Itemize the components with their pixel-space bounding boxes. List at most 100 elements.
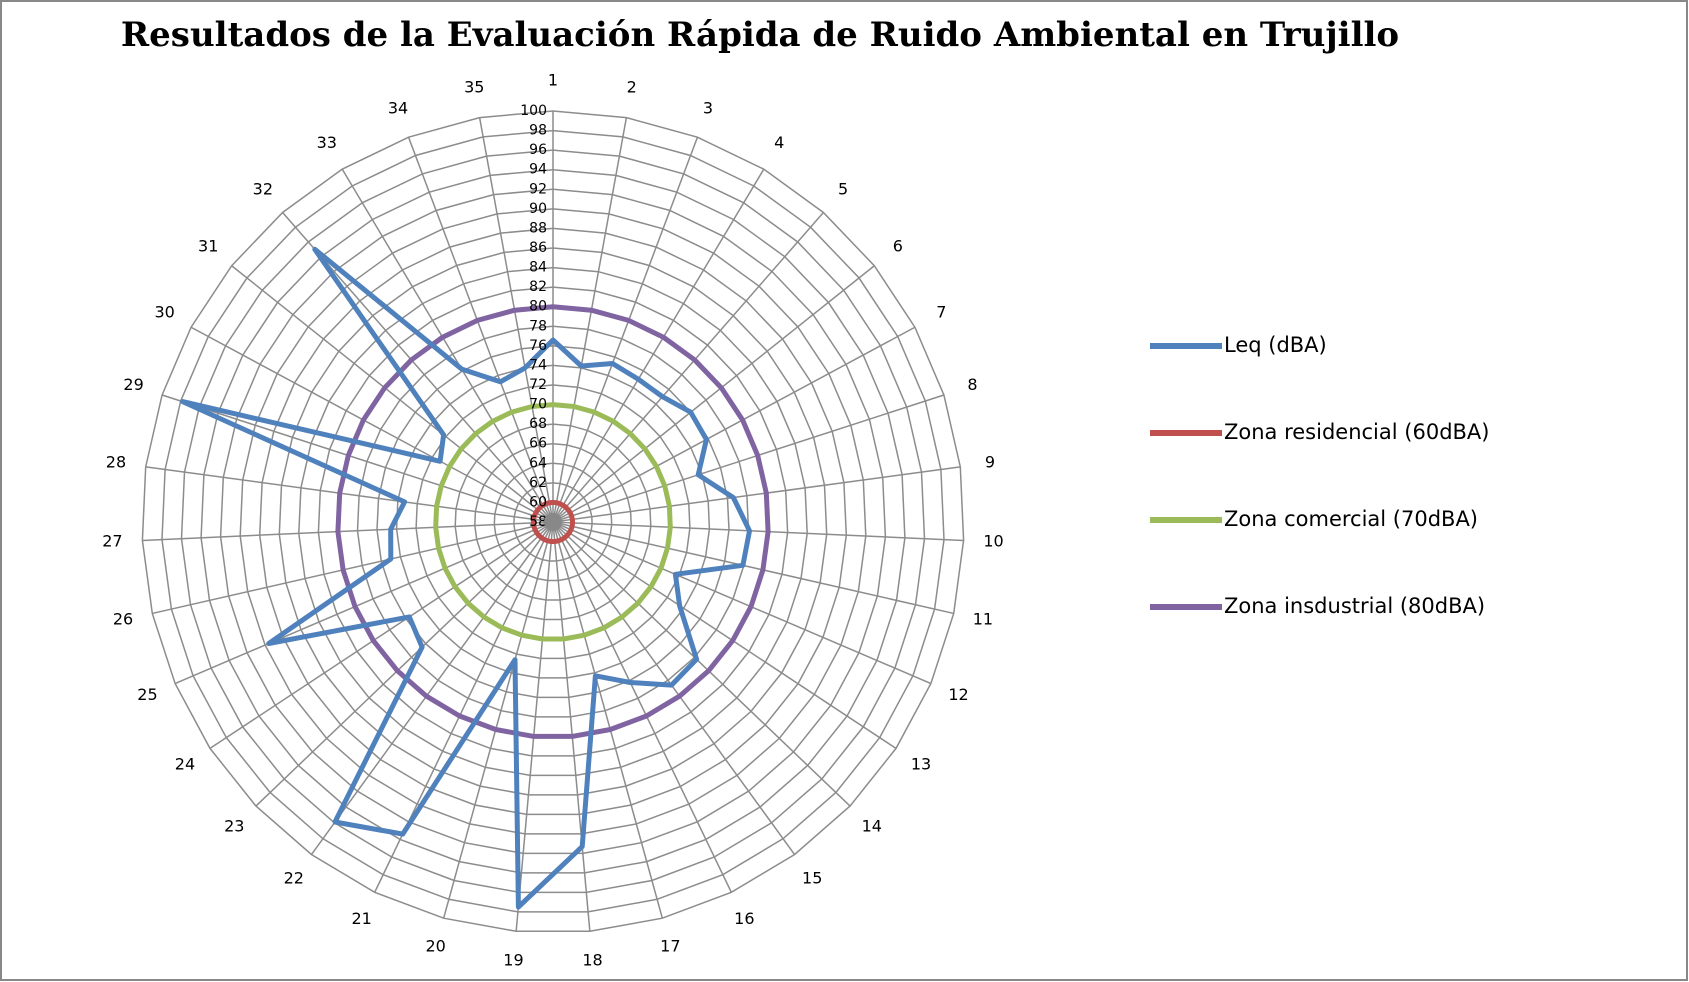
spoke bbox=[552, 168, 765, 523]
tick-label: 90 bbox=[529, 201, 547, 217]
spoke bbox=[552, 136, 699, 523]
tick-label: 100 bbox=[520, 103, 547, 119]
spoke bbox=[255, 521, 554, 807]
category-label: 13 bbox=[911, 754, 931, 773]
grid-ring bbox=[278, 247, 828, 796]
category-label: 16 bbox=[734, 909, 754, 928]
spoke bbox=[552, 521, 733, 893]
spoke bbox=[552, 117, 628, 523]
category-label: 31 bbox=[198, 237, 218, 256]
spoke bbox=[478, 117, 554, 523]
tick-label: 62 bbox=[529, 475, 547, 491]
grid-ring bbox=[454, 423, 652, 621]
category-label: 14 bbox=[862, 816, 882, 835]
category-label: 29 bbox=[123, 375, 143, 394]
category-label: 34 bbox=[388, 99, 408, 118]
spoke bbox=[142, 521, 554, 542]
grid-ring bbox=[474, 442, 632, 601]
category-label: 17 bbox=[660, 937, 680, 956]
series-line bbox=[433, 402, 673, 642]
tick-label: 58 bbox=[529, 514, 547, 530]
tick-label: 86 bbox=[529, 240, 547, 256]
spoke bbox=[552, 521, 954, 615]
grid-ring bbox=[258, 227, 848, 816]
tick-label: 82 bbox=[529, 279, 547, 295]
category-label: 26 bbox=[113, 610, 133, 629]
spoke bbox=[442, 521, 554, 919]
category-label: 30 bbox=[154, 303, 174, 322]
spoke bbox=[145, 466, 554, 523]
category-label: 28 bbox=[106, 452, 126, 471]
spoke bbox=[515, 521, 554, 932]
grid-ring bbox=[317, 286, 789, 757]
spoke bbox=[341, 168, 554, 523]
spoke bbox=[552, 521, 964, 542]
spoke bbox=[552, 211, 824, 523]
grid-ring bbox=[239, 208, 867, 835]
category-label: 7 bbox=[936, 303, 946, 322]
spoke bbox=[552, 521, 897, 750]
spoke bbox=[552, 521, 851, 807]
tick-label: 70 bbox=[529, 397, 547, 413]
grid-ring bbox=[395, 364, 711, 679]
tick-label: 96 bbox=[529, 142, 547, 158]
tick-label: 72 bbox=[529, 377, 547, 393]
tick-label: 78 bbox=[529, 318, 547, 334]
tick-label: 88 bbox=[529, 220, 547, 236]
center-hub bbox=[544, 513, 562, 531]
category-label: 8 bbox=[967, 375, 977, 394]
spoke bbox=[310, 521, 554, 855]
chart-title: Resultados de la Evaluación Rápida de Ru… bbox=[121, 15, 1399, 55]
series-line bbox=[180, 246, 752, 910]
spoke bbox=[552, 521, 932, 685]
tick-label: 66 bbox=[529, 436, 547, 452]
grid-ring bbox=[415, 384, 691, 660]
category-label: 19 bbox=[503, 951, 523, 970]
series-line bbox=[530, 499, 576, 544]
tick-label: 76 bbox=[529, 338, 547, 354]
spoke bbox=[552, 521, 796, 855]
spoke bbox=[190, 326, 554, 523]
spoke bbox=[552, 394, 945, 523]
spoke bbox=[552, 326, 916, 523]
category-label: 3 bbox=[703, 99, 713, 118]
category-label: 32 bbox=[253, 179, 273, 198]
spoke bbox=[231, 265, 554, 523]
category-label: 20 bbox=[425, 937, 445, 956]
series-line bbox=[335, 304, 771, 739]
category-label: 4 bbox=[774, 133, 784, 152]
spoke bbox=[161, 394, 554, 523]
legend-label: Zona insdustrial (80dBA) bbox=[1224, 594, 1485, 618]
category-label: 1 bbox=[548, 71, 558, 90]
grid-ring bbox=[161, 129, 945, 913]
grid-ring bbox=[219, 188, 887, 855]
tick-label: 64 bbox=[529, 455, 547, 471]
category-label: 2 bbox=[627, 78, 637, 97]
category-label: 15 bbox=[802, 868, 822, 887]
legend-label: Leq (dBA) bbox=[1224, 333, 1327, 357]
tick-label: 84 bbox=[529, 260, 547, 276]
spoke bbox=[552, 466, 961, 523]
tick-label: 68 bbox=[529, 416, 547, 432]
category-label: 9 bbox=[985, 452, 995, 471]
grid-ring bbox=[298, 266, 808, 777]
tick-label: 92 bbox=[529, 181, 547, 197]
category-label: 35 bbox=[464, 78, 484, 97]
category-label: 33 bbox=[317, 133, 337, 152]
category-label: 10 bbox=[983, 531, 1003, 550]
legend-label: Zona residencial (60dBA) bbox=[1224, 420, 1489, 444]
grid-ring bbox=[141, 110, 965, 933]
category-label: 25 bbox=[137, 685, 157, 704]
category-label: 22 bbox=[284, 868, 304, 887]
category-label: 21 bbox=[351, 909, 371, 928]
category-label: 24 bbox=[175, 754, 195, 773]
spoke bbox=[174, 521, 554, 685]
category-label: 27 bbox=[102, 531, 122, 550]
spoke bbox=[552, 521, 664, 919]
spoke bbox=[209, 521, 554, 750]
tick-label: 60 bbox=[529, 494, 547, 510]
grid-ring bbox=[356, 325, 750, 718]
category-label: 23 bbox=[224, 816, 244, 835]
grid-ring bbox=[493, 462, 613, 582]
